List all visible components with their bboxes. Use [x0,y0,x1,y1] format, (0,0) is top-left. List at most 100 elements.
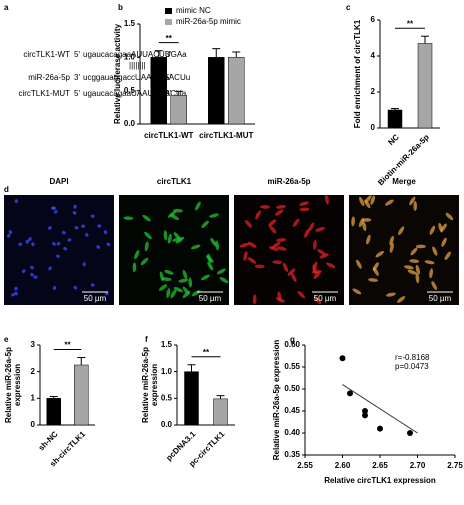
point [407,430,413,436]
y-tick-label: 0.45 [284,406,300,415]
cell [313,239,317,250]
seq-end: 3' [165,89,171,98]
cell [260,205,271,209]
cell [144,241,149,252]
y-tick-label: 0.40 [284,428,300,437]
cell [276,204,286,209]
point [377,425,383,432]
cell [170,214,180,221]
scale-bar-label: 50 µm [84,294,107,303]
bar [74,364,89,426]
cell [287,268,296,276]
y-tick-label: 0.0 [124,119,136,128]
cell [438,222,443,233]
cell [244,219,253,228]
cell [14,199,18,204]
y-tick-label: 1.0 [161,367,173,376]
stat-annotation: r=-0.8168 [395,353,430,362]
cell [82,262,86,267]
pairing: |||||||| [129,61,146,70]
scale-bar-label: 50 µm [199,294,222,303]
cell [178,278,189,283]
cell [274,209,284,216]
cell [72,211,77,215]
cell [28,237,32,242]
cell [173,287,184,293]
y-tick-label: 0 [31,420,36,429]
cell [67,238,72,242]
micrograph [4,195,114,305]
cell [18,242,23,246]
cell [103,230,108,235]
cell [182,269,188,280]
cell [277,291,282,302]
scale-bar-label: 50 µm [429,294,452,303]
cell [85,232,89,237]
cell [170,289,177,299]
cell [314,296,322,305]
cell [276,246,287,251]
cell [142,214,151,222]
cell [158,284,168,291]
y-tick-label: 1.0 [124,52,136,61]
cell [243,251,248,261]
cell [25,239,29,244]
sequence: ugaucacagaaAUUACUUGAa [83,50,187,59]
cell [56,242,61,246]
sequence: ugaucacagaaUAAUGAACUa [83,89,187,98]
cell [268,219,277,227]
y-axis-label: expression [150,364,159,406]
cell [276,238,287,242]
cell [132,262,137,273]
cell [271,241,281,249]
cell [255,210,261,220]
y-axis-label: Relative luciferase activity [113,23,122,124]
cell [312,264,317,275]
cell [398,226,405,235]
cell [52,286,57,290]
cell [407,269,418,275]
cell [247,257,257,264]
sequence: ucggauaggaccUAAUGAACUu [83,73,190,82]
legend-swatch [165,19,172,25]
y-axis-label: Relative miR-26a-5p expression [272,340,281,461]
y-axis-label: Relative miR-26a-5p [4,347,13,423]
cell [163,230,168,241]
bar [184,371,199,426]
bar [228,57,245,125]
cell [123,216,134,220]
cell [291,272,297,282]
cell [164,269,174,275]
cell [201,220,209,229]
scale-bar-label: 50 µm [314,294,337,303]
cell [166,288,171,299]
cell [315,227,325,232]
cell [403,265,414,270]
image-label: miR-26a-5p [267,177,310,186]
cell [144,231,152,240]
cell [134,249,140,260]
y-tick-label: 0.60 [284,340,300,349]
cell [415,244,426,249]
seq-name: miR-26a-5p [28,73,70,82]
cell [210,237,217,247]
cell [90,283,95,287]
cell [282,262,289,272]
cell [175,236,185,244]
bar [46,398,61,426]
cell [161,277,172,282]
y-tick-label: 4 [371,51,376,60]
cell [52,241,56,246]
cell [31,242,35,247]
stat-annotation: p=0.0473 [395,362,429,371]
cell [14,286,18,291]
cell [317,249,326,256]
cell [351,216,355,227]
fit-line [342,384,418,434]
cell [356,259,362,269]
cell [415,264,420,275]
micrograph [349,195,459,305]
cell [429,268,434,279]
cell [56,254,60,258]
